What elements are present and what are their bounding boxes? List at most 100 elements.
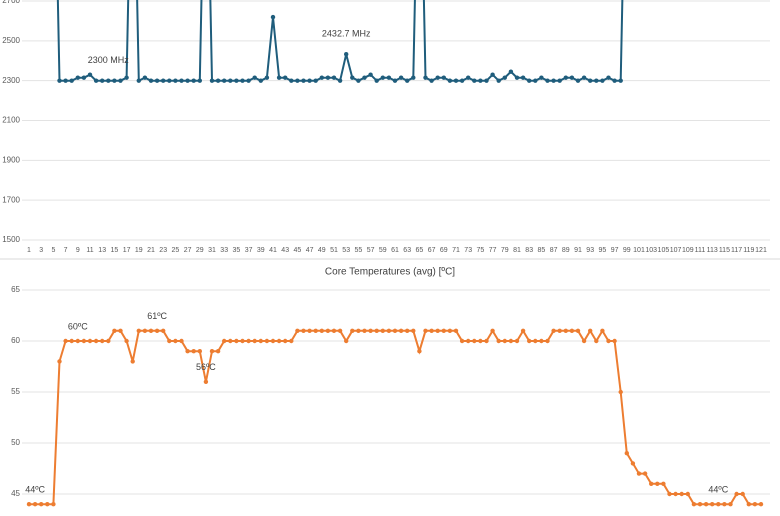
point (508, 69, 514, 74)
point (563, 75, 568, 80)
point (295, 78, 300, 83)
x-tick-label: 11 (86, 247, 93, 254)
point (63, 338, 68, 344)
x-tick-label: 61 (391, 247, 399, 254)
point (557, 328, 562, 333)
point (368, 328, 373, 333)
x-tick-label: 39 (257, 247, 265, 254)
point (32, 502, 38, 507)
point (636, 471, 642, 476)
point (344, 338, 349, 344)
point (594, 338, 599, 344)
point (752, 502, 758, 507)
x-tick-label: 119 (743, 247, 754, 254)
point (319, 75, 324, 80)
point (75, 75, 81, 80)
point (246, 338, 251, 344)
y-tick-label: 2100 (2, 116, 20, 125)
point (588, 78, 593, 83)
point (270, 14, 276, 20)
point (283, 338, 288, 344)
point (539, 75, 544, 80)
point (551, 328, 556, 333)
point (112, 328, 117, 333)
y-tick-label: 60 (11, 336, 20, 345)
x-tick-label: 17 (123, 247, 131, 254)
point (557, 78, 562, 83)
point (758, 502, 764, 507)
x-tick-label: 97 (611, 247, 619, 254)
point (441, 328, 446, 333)
point (508, 338, 514, 344)
point (93, 78, 99, 83)
point (179, 338, 184, 344)
point (722, 502, 727, 507)
point (276, 338, 282, 344)
point (429, 328, 434, 333)
point (392, 328, 398, 333)
data-label: 61ºC (147, 311, 167, 321)
point (435, 75, 440, 80)
x-tick-label: 95 (599, 247, 607, 254)
point (423, 75, 428, 80)
point (106, 338, 111, 344)
point (673, 491, 678, 497)
point (386, 75, 392, 80)
y-tick-label: 2700 (2, 0, 20, 5)
point (148, 78, 154, 83)
point (325, 75, 331, 80)
x-tick-label: 35 (233, 247, 241, 254)
point (154, 328, 160, 333)
point (173, 78, 178, 83)
x-tick-label: 99 (623, 247, 631, 254)
point (691, 502, 697, 507)
point (51, 502, 56, 507)
point (246, 78, 251, 83)
x-tick-label: 57 (367, 247, 375, 254)
point (527, 338, 532, 344)
data-label: 56ºC (196, 362, 216, 372)
point (356, 328, 361, 333)
y-tick-label: 50 (11, 438, 20, 447)
point (459, 338, 465, 344)
x-tick-label: 89 (562, 247, 570, 254)
x-tick-label: 91 (574, 247, 582, 254)
point (386, 328, 392, 333)
y-tick-label: 2500 (2, 36, 20, 45)
point (441, 75, 446, 80)
y-tick-label: 1700 (2, 195, 20, 204)
point (57, 78, 62, 83)
x-tick-label: 65 (416, 247, 424, 254)
x-tick-label: 5 (51, 247, 55, 254)
x-tick-label: 51 (330, 247, 338, 254)
point (453, 328, 459, 333)
point (539, 338, 544, 344)
point (124, 75, 129, 80)
point (124, 338, 129, 344)
point (411, 328, 416, 333)
point (496, 78, 501, 83)
point (606, 338, 611, 344)
point (624, 451, 629, 456)
point (319, 328, 324, 333)
point (325, 328, 331, 333)
point (551, 78, 556, 83)
point (301, 78, 306, 83)
point (313, 328, 318, 333)
point (142, 75, 148, 80)
point (459, 78, 465, 83)
point (337, 328, 343, 333)
point (93, 338, 99, 344)
point (81, 338, 87, 344)
point (575, 328, 581, 333)
x-tick-label: 71 (452, 247, 460, 254)
point (581, 338, 587, 344)
point (612, 78, 617, 83)
point (545, 338, 550, 344)
point (697, 502, 703, 507)
point (362, 328, 367, 333)
point (630, 461, 636, 466)
point (197, 349, 202, 354)
point (618, 78, 623, 83)
point (356, 78, 361, 83)
